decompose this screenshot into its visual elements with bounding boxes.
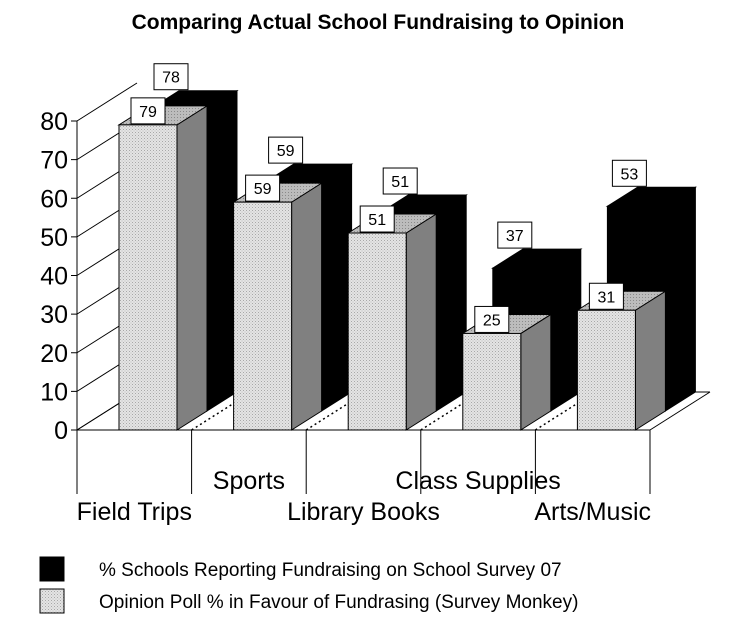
category-label: Library Books: [287, 498, 440, 526]
legend-label: % Schools Reporting Fundraising on Schoo…: [99, 560, 562, 581]
y-gridline: [76, 82, 138, 122]
y-tick-label: 40: [40, 263, 68, 291]
y-tick-label: 50: [40, 224, 68, 252]
category-depth-divider: [191, 391, 253, 431]
category-label: Class Supplies: [395, 467, 560, 495]
axes: 0 10 20 30 40 50 60 70 80: [40, 82, 711, 445]
data-label-front: 51: [368, 212, 386, 229]
bar-back-side: [664, 186, 696, 412]
category-label: Sports: [213, 467, 285, 495]
bar-back-side: [206, 89, 238, 412]
chart-title: Comparing Actual School Fundraising to O…: [132, 11, 625, 34]
bars: 78 59 51 37 53 79 59 51 25 31: [117, 63, 698, 431]
floor-right-edge: [649, 391, 711, 431]
bar-front-side: [634, 290, 666, 431]
data-label-front-box: [474, 305, 510, 333]
y-tick-label: 0: [54, 417, 68, 445]
data-label-back: 37: [506, 228, 524, 245]
data-label-back-box: [497, 221, 533, 249]
bar-front: [233, 201, 293, 431]
category-depth-divider: [305, 391, 367, 431]
bar-front-side: [405, 213, 437, 431]
data-label-back-box: [611, 159, 647, 187]
bar-front: [462, 332, 522, 431]
data-label-front: 79: [139, 104, 157, 121]
data-label-back: 51: [391, 174, 409, 191]
y-tick-label: 20: [40, 340, 68, 368]
bar-front-side: [520, 313, 552, 431]
data-label-back-box: [382, 167, 418, 195]
y-tick-label: 80: [40, 108, 68, 136]
category-depth-divider: [534, 391, 596, 431]
bar-front: [118, 124, 178, 431]
data-label-front: 31: [598, 289, 616, 306]
legend: % Schools Reporting Fundraising on Schoo…: [39, 556, 578, 614]
bar-front: [576, 309, 636, 431]
bar-front: [347, 232, 407, 431]
category-label: Arts/Music: [534, 498, 651, 526]
legend-label: Opinion Poll % in Favour of Fundrasing (…: [99, 592, 578, 613]
data-label-front-box: [588, 282, 624, 310]
y-tick-label: 10: [40, 378, 68, 406]
data-label-front: 59: [254, 181, 272, 198]
data-label-back: 59: [277, 143, 295, 160]
bar-back-side: [550, 248, 582, 412]
legend-swatch: [39, 556, 65, 582]
bar-front-side: [291, 182, 323, 431]
data-label-front-box: [130, 97, 166, 125]
data-label-back-box: [153, 63, 189, 91]
data-label-back: 78: [162, 70, 180, 87]
data-label-front: 25: [483, 312, 501, 329]
data-label-back-box: [268, 136, 304, 164]
y-tick-label: 30: [40, 301, 68, 329]
category-depth-divider: [420, 391, 482, 431]
bar-back-side: [321, 163, 353, 412]
bar-back-side: [435, 194, 467, 412]
y-tick-label: 60: [40, 185, 68, 213]
y-tick-label: 70: [40, 147, 68, 175]
data-label-front-box: [245, 174, 281, 202]
category-label: Field Trips: [77, 498, 192, 526]
bar-front-side: [176, 104, 208, 431]
data-label-back: 53: [621, 166, 639, 183]
data-label-front-box: [359, 205, 395, 233]
legend-swatch: [39, 588, 65, 614]
